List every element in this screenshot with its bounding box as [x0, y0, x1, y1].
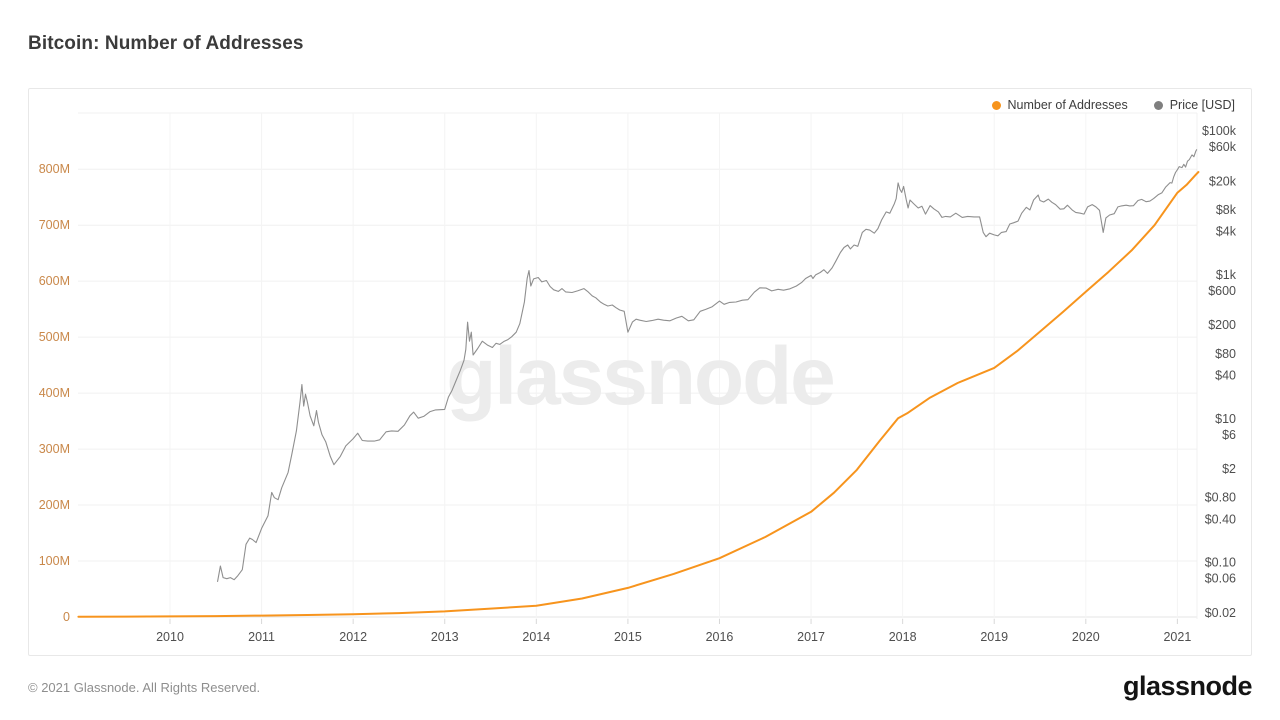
chart-card [28, 88, 1252, 656]
chart-legend: Number of Addresses Price [USD] [991, 98, 1235, 112]
legend-item-price-usd[interactable]: Price [USD] [1153, 98, 1235, 112]
legend-label-addresses: Number of Addresses [1007, 98, 1128, 112]
legend-dot-price-icon [1153, 100, 1163, 110]
glassnode-logo: glassnode [1122, 671, 1253, 701]
footer-copyright: © 2021 Glassnode. All Rights Reserved. [28, 680, 261, 695]
legend-item-number-of-addresses[interactable]: Number of Addresses [991, 98, 1128, 112]
legend-label-price: Price [USD] [1169, 98, 1235, 112]
page-title: Bitcoin: Number of Addresses [28, 33, 304, 54]
legend-dot-addresses-icon [991, 100, 1001, 110]
